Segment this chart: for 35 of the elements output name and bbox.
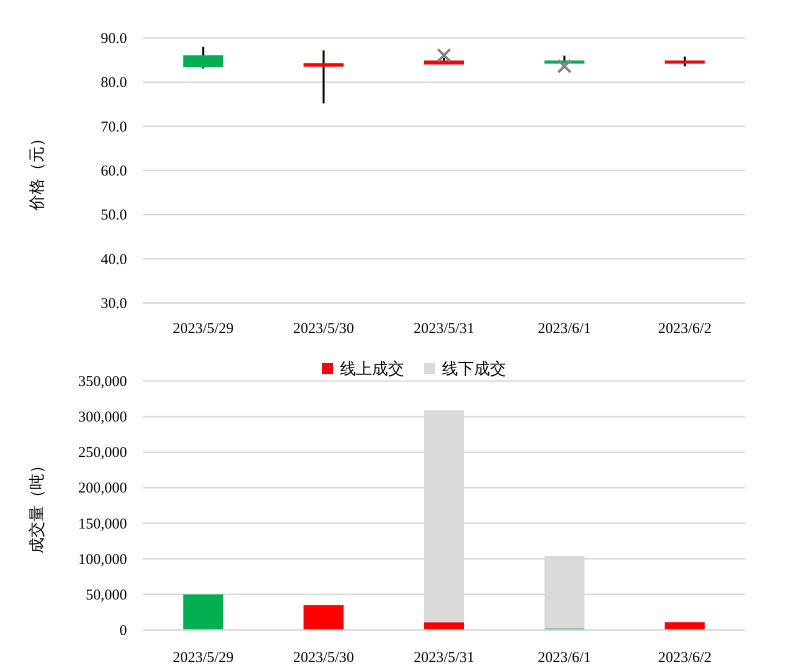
x-tick-label: 2023/6/2	[658, 321, 712, 337]
y-axis-title: 成交量（吨）	[28, 458, 46, 554]
y-tick-label: 50,000	[86, 587, 127, 604]
legend-label: 线上成交	[340, 360, 404, 378]
x-tick-label: 2023/5/29	[172, 650, 234, 666]
y-tick-label: 0	[120, 623, 127, 639]
y-tick-label: 60.0	[100, 164, 127, 180]
y-tick-label: 150,000	[78, 516, 127, 532]
bar	[664, 622, 705, 630]
y-tick-label: 200,000	[78, 480, 127, 497]
candlestick	[304, 49, 344, 104]
y-axis-title: 价格（元）	[29, 130, 46, 212]
x-tick-label: 2023/5/31	[414, 321, 474, 337]
y-tick-label: 300,000	[78, 410, 127, 426]
x-tick-label: 2023/5/30	[293, 321, 354, 337]
x-tick-label: 2023/6/2	[658, 650, 712, 666]
bar	[304, 605, 344, 630]
y-tick-label: 30.0	[100, 296, 127, 312]
x-tick-label: 2023/6/1	[538, 321, 592, 337]
y-tick-label: 50.0	[100, 208, 127, 224]
y-tick-label: 80.0	[100, 75, 127, 92]
y-tick-label: 100,000	[78, 552, 127, 568]
x-tick-label: 2023/6/1	[538, 650, 592, 666]
bar	[183, 594, 224, 630]
y-tick-label: 90.0	[100, 31, 127, 47]
x-tick-label: 2023/5/30	[293, 650, 354, 666]
y-tick-label: 250,000	[78, 445, 127, 462]
candlestick	[664, 56, 705, 68]
x-tick-label: 2023/5/29	[172, 321, 234, 337]
bar	[424, 622, 464, 630]
x-tick-label: 2023/5/31	[414, 650, 474, 666]
y-tick-label: 350,000	[78, 374, 127, 390]
legend-label: 线下成交	[442, 360, 506, 378]
y-tick-label: 40.0	[100, 252, 127, 268]
y-tick-label: 70.0	[100, 119, 127, 136]
